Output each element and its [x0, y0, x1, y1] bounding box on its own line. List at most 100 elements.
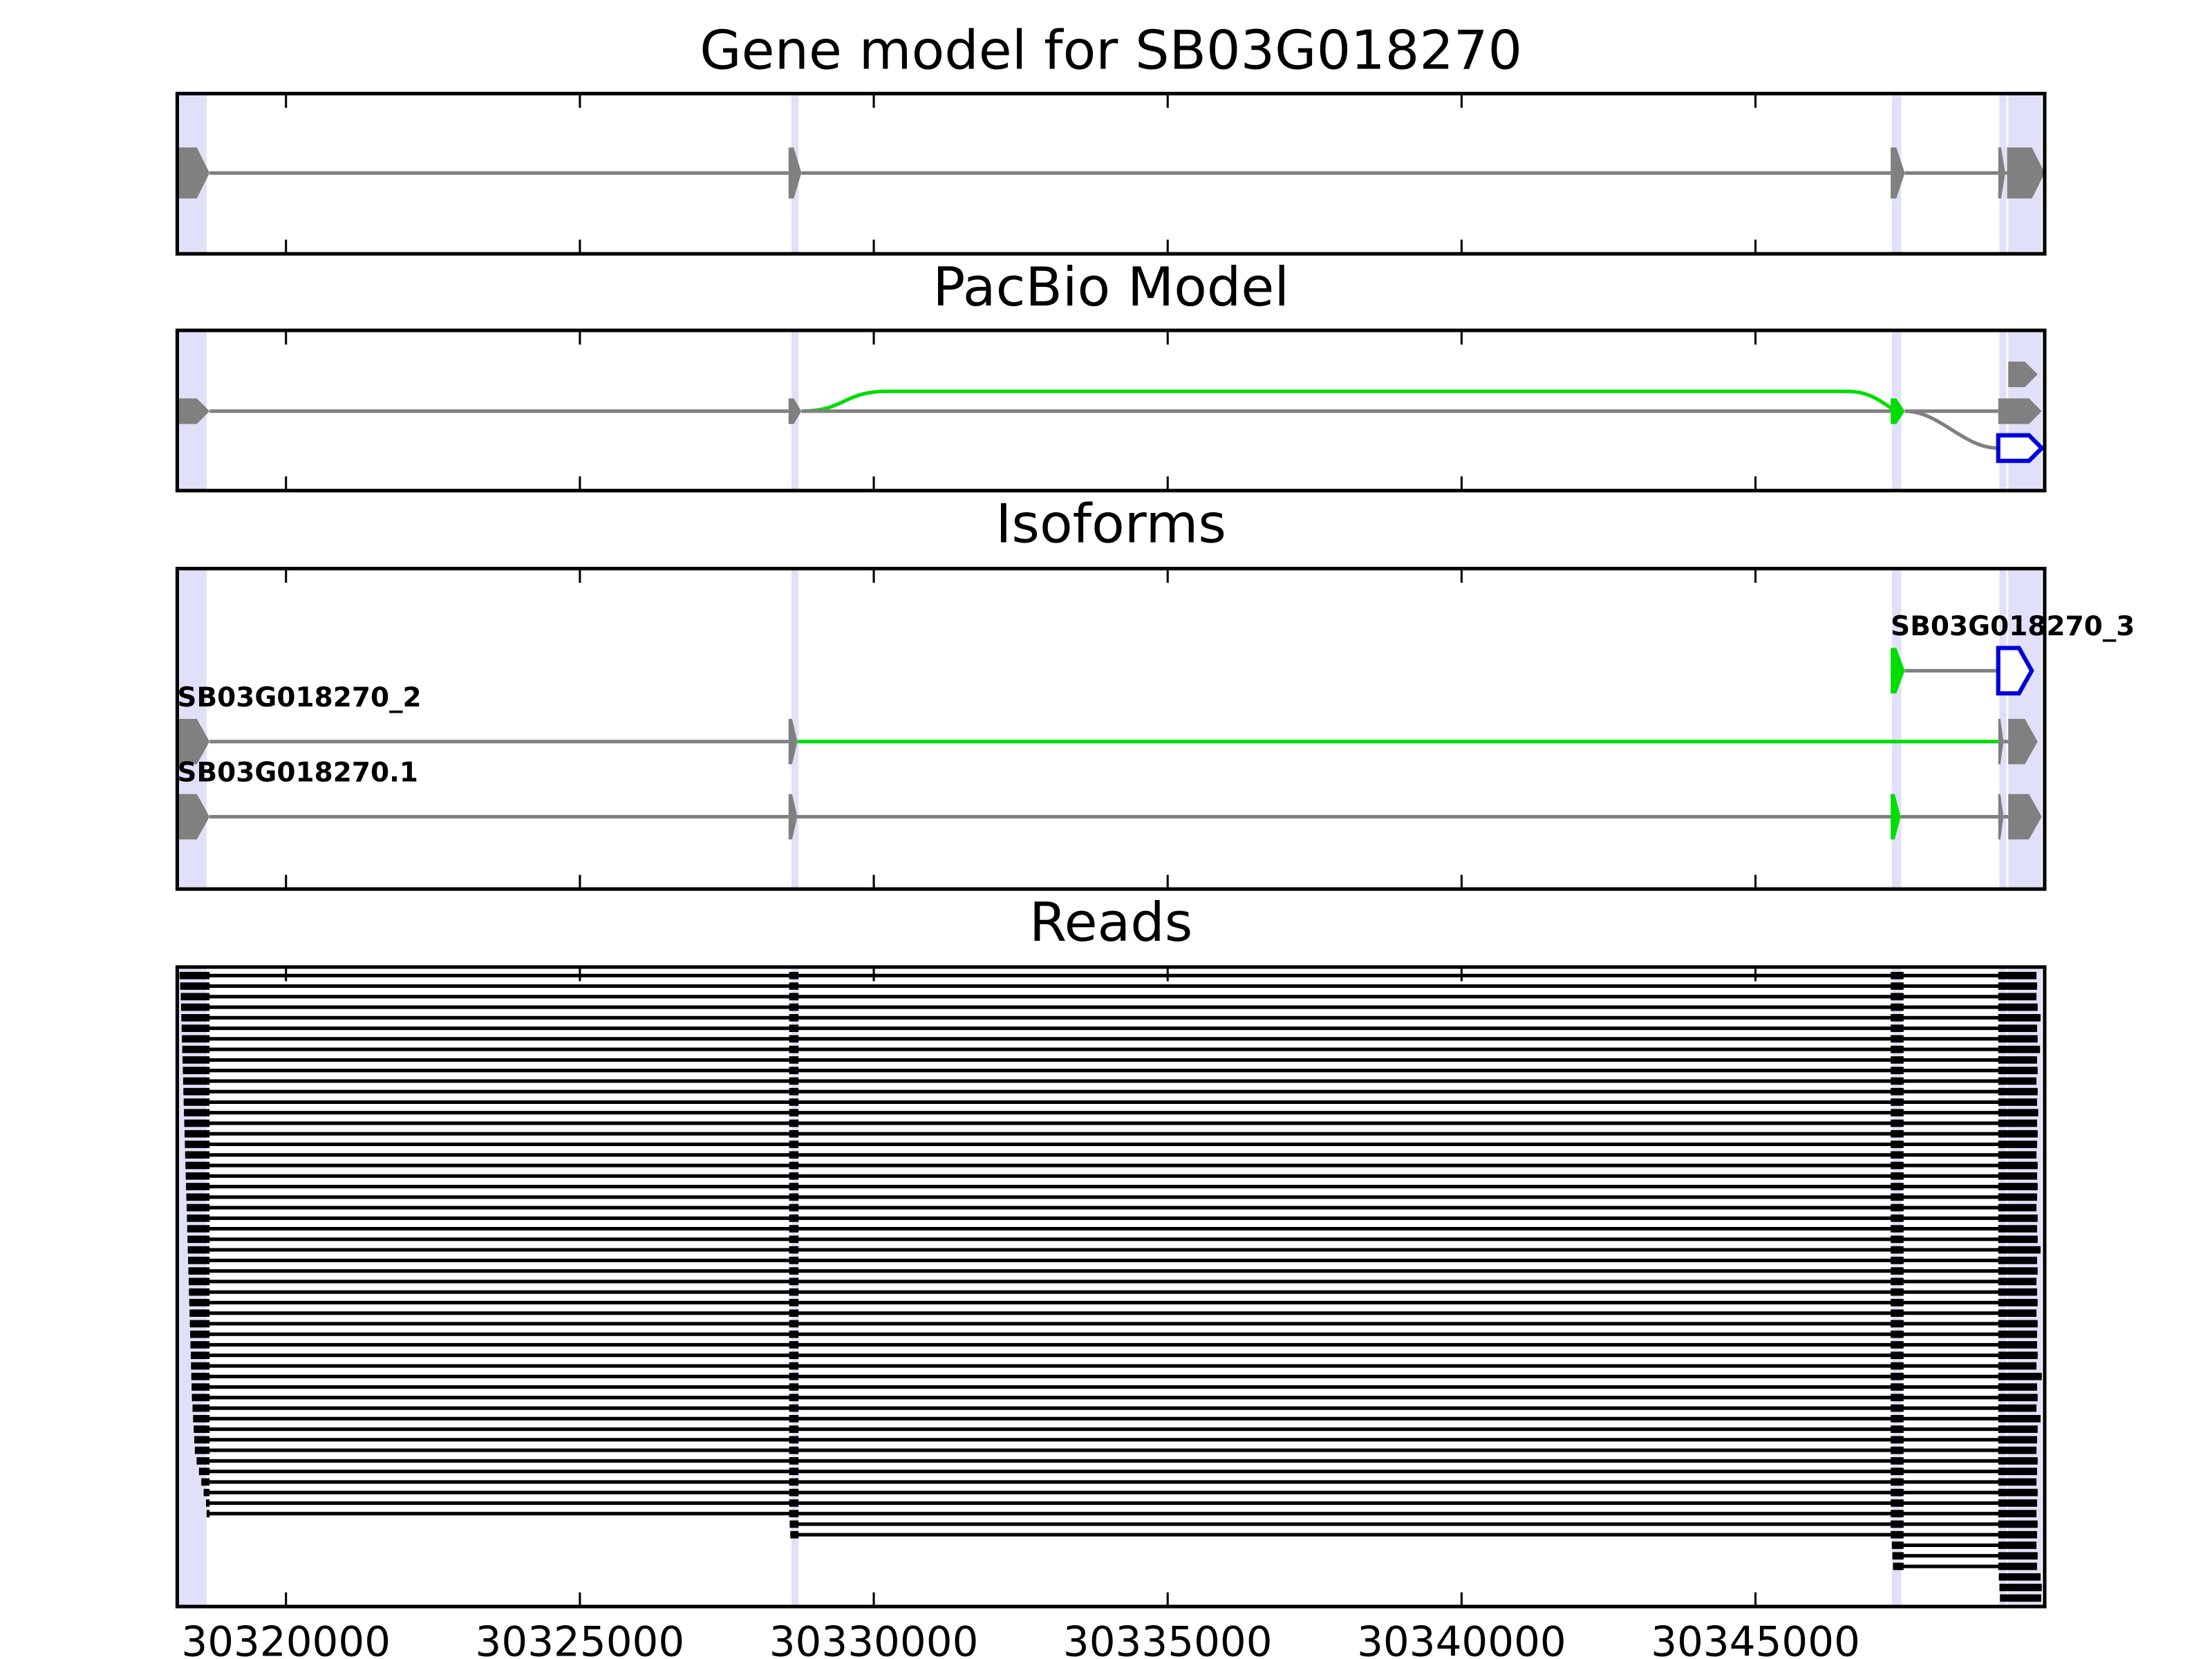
read-block — [190, 1330, 210, 1338]
read-block — [191, 1394, 210, 1402]
read-block — [1891, 1067, 1904, 1074]
read-block — [1998, 1077, 2037, 1085]
x-tick-label: 30345000 — [1651, 1619, 1860, 1659]
read-block — [189, 1288, 210, 1296]
read-block — [1891, 1035, 1904, 1043]
read-block — [1891, 1383, 1904, 1391]
read-block — [1891, 982, 1904, 990]
read-block — [1998, 1119, 2037, 1127]
read-block — [1891, 1425, 1904, 1433]
read-block — [1891, 1045, 1904, 1053]
read-block — [789, 1257, 799, 1264]
read-block — [1891, 1130, 1904, 1138]
highlight-band — [791, 568, 799, 890]
read-block — [187, 1214, 210, 1222]
read-block — [1891, 1151, 1904, 1159]
read-block — [1998, 1520, 2038, 1528]
splice-edge — [801, 389, 1898, 413]
read-block — [789, 1035, 799, 1043]
read-block — [789, 1351, 799, 1360]
read-block — [1998, 1098, 2037, 1106]
read-block — [1891, 1141, 1904, 1148]
read-block — [187, 1235, 210, 1244]
read-block — [198, 1468, 210, 1475]
read-block — [789, 1056, 799, 1064]
read-block — [789, 1446, 799, 1454]
read-block — [789, 1119, 799, 1127]
read-block — [196, 1457, 210, 1465]
read-block — [1998, 1478, 2037, 1486]
read-block — [185, 1172, 210, 1180]
read-block — [182, 1056, 210, 1064]
exon — [1998, 398, 2042, 424]
read-block — [1998, 1383, 2037, 1391]
read-block — [1998, 1257, 2037, 1264]
read-block — [1891, 1510, 1904, 1518]
read-block — [1891, 1172, 1904, 1180]
read-block — [1998, 1172, 2037, 1180]
read-block — [1998, 971, 2037, 980]
read-block — [1998, 1035, 2038, 1043]
read-block — [1998, 1214, 2038, 1222]
read-block — [1998, 1056, 2037, 1064]
read-block — [1998, 1277, 2037, 1286]
read-block — [789, 1067, 799, 1074]
read-block — [188, 1277, 210, 1286]
read-block — [789, 1277, 799, 1286]
read-block — [1998, 1309, 2037, 1318]
read-block — [1891, 1446, 1904, 1454]
read-block — [1998, 1499, 2037, 1507]
read-block — [1998, 1394, 2038, 1402]
read-block — [2000, 1594, 2041, 1602]
read-block — [789, 1288, 799, 1296]
read-block — [1891, 1257, 1904, 1264]
read-block — [789, 1372, 799, 1380]
read-block — [789, 1362, 799, 1370]
read-block — [194, 1425, 210, 1433]
read-block — [1891, 1277, 1904, 1286]
read-block — [1891, 1161, 1904, 1170]
read-block — [1891, 1341, 1904, 1349]
read-block — [789, 1109, 799, 1117]
read-block — [185, 1130, 210, 1138]
read-block — [1998, 1552, 2038, 1560]
read-block — [789, 1045, 799, 1053]
read-block — [189, 1309, 210, 1318]
read-block — [1892, 1552, 1904, 1560]
read-block — [1998, 1404, 2037, 1412]
read-block — [181, 1014, 210, 1022]
read-block — [1998, 1225, 2037, 1232]
exon — [177, 398, 210, 424]
read-block — [789, 1024, 799, 1032]
read-block — [201, 1478, 210, 1486]
read-block — [183, 1087, 210, 1096]
read-block — [1998, 1468, 2037, 1475]
read-block — [789, 1468, 799, 1475]
exon — [1891, 794, 1901, 840]
read-block — [789, 1383, 799, 1391]
x-tick-label: 30325000 — [476, 1619, 685, 1659]
read-block — [1998, 1362, 2037, 1370]
read-block — [186, 1183, 210, 1190]
read-block — [1998, 1541, 2037, 1549]
read-block — [1891, 1203, 1904, 1212]
read-block — [789, 1246, 799, 1254]
read-block — [1998, 993, 2037, 1001]
exon — [1998, 147, 2005, 199]
highlight-band — [1999, 568, 2007, 890]
panel-title: Isoforms — [995, 494, 1226, 556]
read-block — [1998, 1562, 2037, 1571]
read-block — [1998, 1330, 2037, 1338]
read-block — [1891, 1457, 1904, 1465]
read-block — [180, 982, 210, 990]
read-block — [1998, 1141, 2037, 1148]
splice-edge — [1904, 409, 1998, 450]
read-block — [789, 982, 799, 990]
x-tick-label: 30340000 — [1357, 1619, 1566, 1659]
read-block — [789, 1330, 799, 1338]
read-block — [185, 1161, 210, 1170]
x-tick-label: 30320000 — [181, 1619, 391, 1659]
exon — [1891, 147, 1905, 199]
read-block — [1998, 1235, 2038, 1244]
